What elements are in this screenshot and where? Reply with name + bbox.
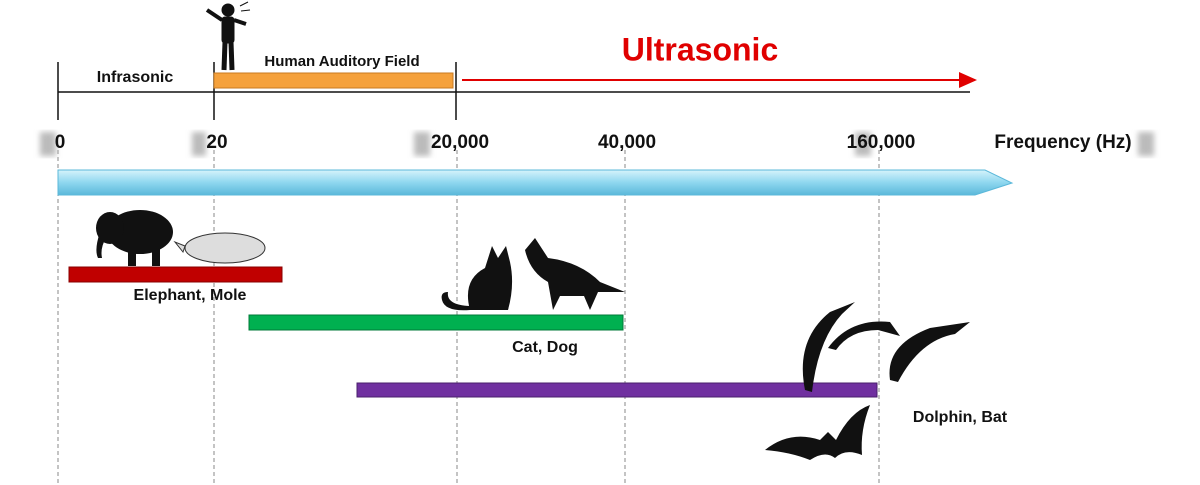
region-label: Infrasonic: [97, 69, 174, 86]
bat-icon: [765, 405, 870, 460]
dolphin-icon: [802, 302, 970, 392]
range-label: Elephant, Mole: [134, 287, 247, 304]
tick-label: 20: [206, 132, 227, 153]
frequency-arrow: [57, 169, 1014, 196]
region-label: Ultrasonic: [622, 31, 778, 67]
tick-label: 40,000: [598, 132, 656, 153]
range-label: Cat, Dog: [512, 339, 578, 356]
person-icon: [205, 1, 251, 71]
tick-label: 0: [55, 132, 66, 153]
region-scale: [57, 62, 977, 120]
tick-label: 160,000: [847, 132, 916, 153]
elephant-icon: [96, 210, 173, 266]
range-bar: [356, 382, 878, 398]
dog-icon: [525, 238, 625, 310]
range-bar: [68, 266, 283, 283]
tick-label: 20,000: [431, 132, 489, 153]
range-label: Dolphin, Bat: [913, 409, 1008, 426]
mole-icon: [173, 232, 266, 264]
tick-shadows: [40, 132, 1154, 156]
axis-label: Frequency (Hz): [994, 132, 1131, 153]
region-label: Human Auditory Field: [264, 53, 419, 70]
range-bar: [248, 314, 624, 331]
cat-icon: [441, 246, 513, 311]
